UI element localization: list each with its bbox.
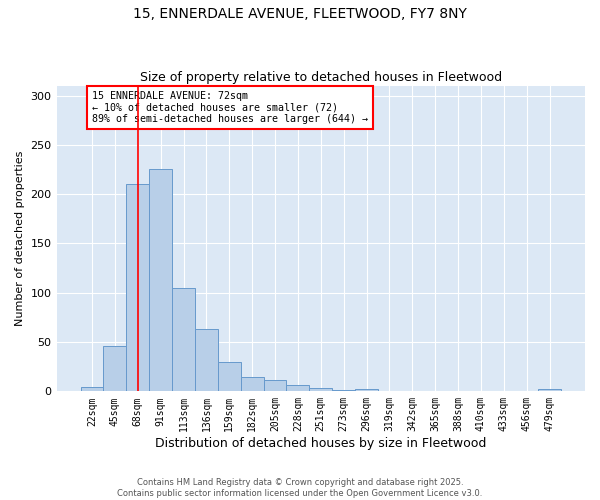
Text: 15 ENNERDALE AVENUE: 72sqm
← 10% of detached houses are smaller (72)
89% of semi: 15 ENNERDALE AVENUE: 72sqm ← 10% of deta… xyxy=(92,90,368,124)
Bar xyxy=(172,288,195,392)
Bar xyxy=(538,390,561,392)
Bar xyxy=(241,376,263,392)
Bar xyxy=(332,390,355,392)
Bar xyxy=(127,184,149,392)
Bar xyxy=(218,362,241,392)
X-axis label: Distribution of detached houses by size in Fleetwood: Distribution of detached houses by size … xyxy=(155,437,487,450)
Title: Size of property relative to detached houses in Fleetwood: Size of property relative to detached ho… xyxy=(140,72,502,85)
Text: 15, ENNERDALE AVENUE, FLEETWOOD, FY7 8NY: 15, ENNERDALE AVENUE, FLEETWOOD, FY7 8NY xyxy=(133,8,467,22)
Text: Contains HM Land Registry data © Crown copyright and database right 2025.
Contai: Contains HM Land Registry data © Crown c… xyxy=(118,478,482,498)
Bar xyxy=(149,170,172,392)
Bar xyxy=(286,386,310,392)
Bar xyxy=(263,380,286,392)
Bar xyxy=(103,346,127,392)
Bar xyxy=(310,388,332,392)
Bar xyxy=(195,329,218,392)
Y-axis label: Number of detached properties: Number of detached properties xyxy=(15,151,25,326)
Bar xyxy=(80,388,103,392)
Bar xyxy=(355,390,378,392)
